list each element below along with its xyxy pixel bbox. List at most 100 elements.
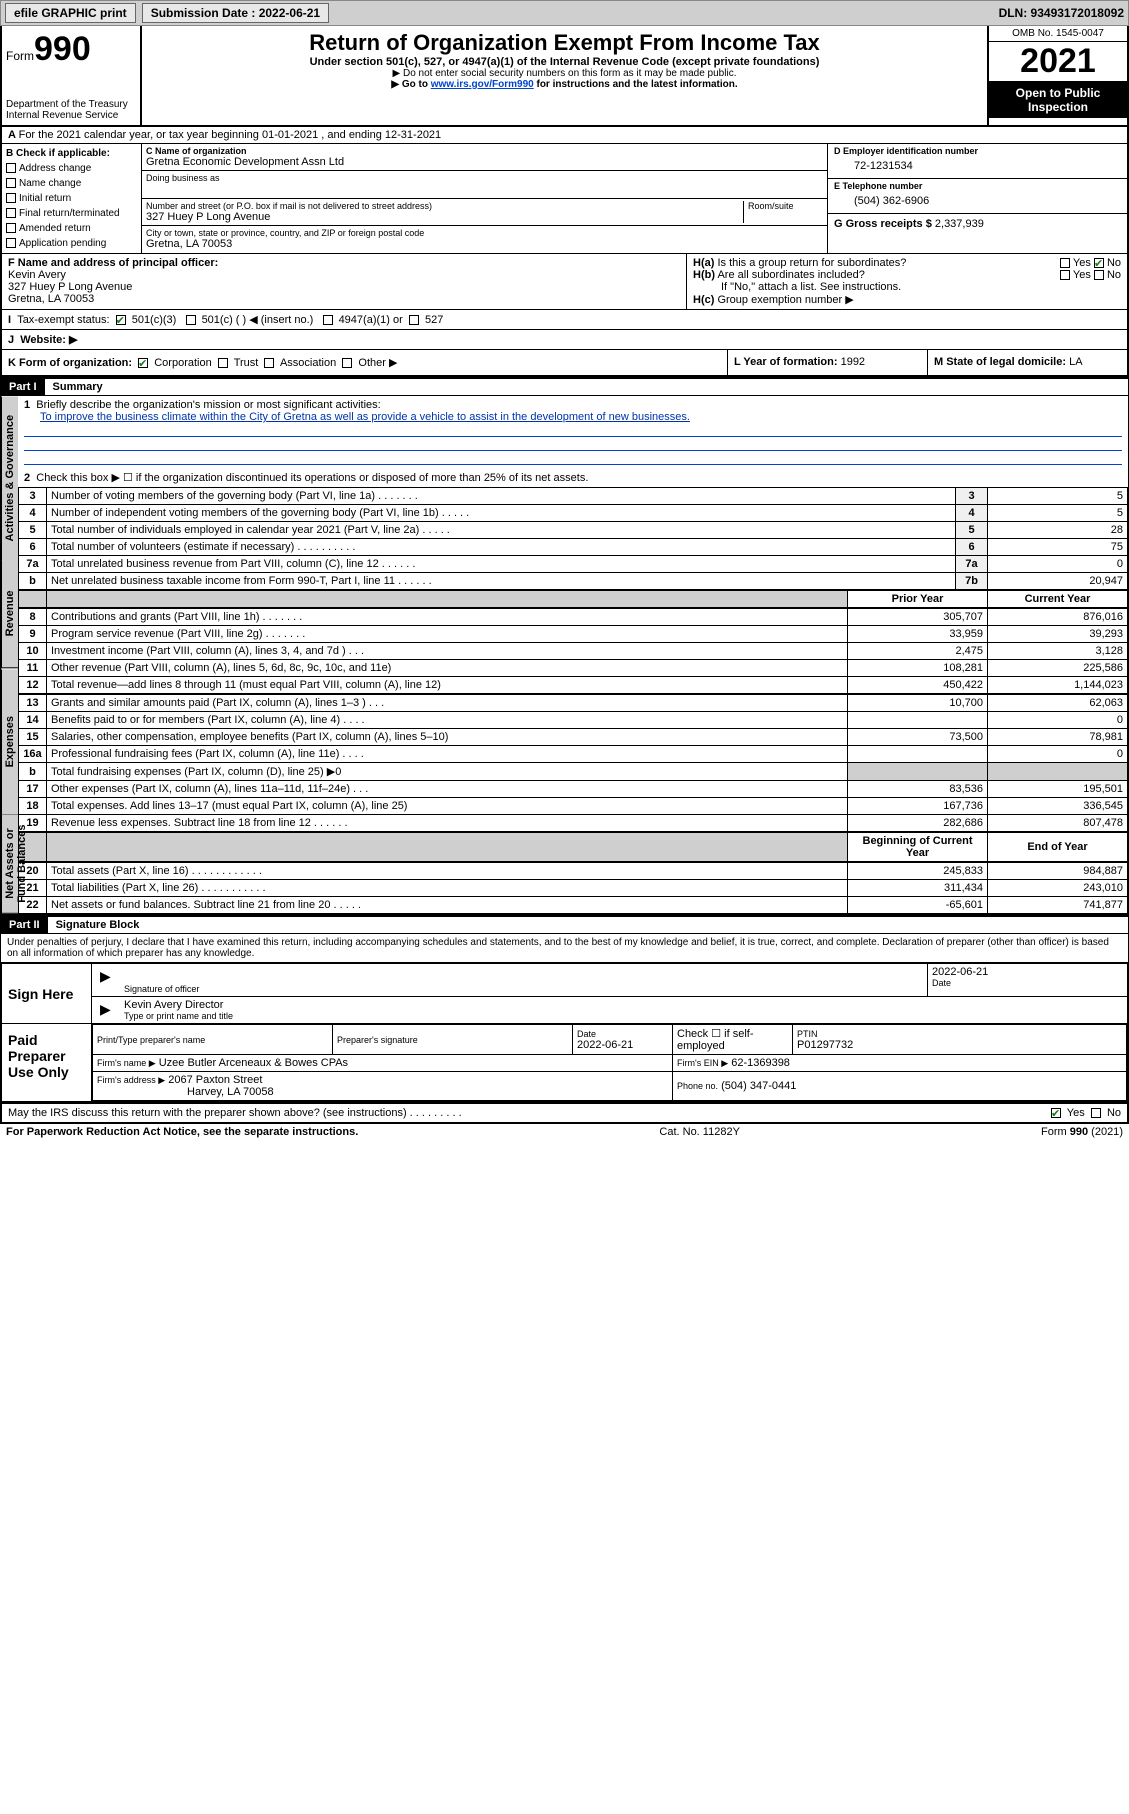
box-b: B Check if applicable: Address change Na… bbox=[2, 144, 142, 253]
trust-checkbox[interactable] bbox=[218, 358, 228, 368]
header-left: Form990 Department of the Treasury Inter… bbox=[2, 26, 142, 125]
self-employed-check: Check ☐ if self-employed bbox=[673, 1025, 793, 1055]
addr-change-checkbox[interactable] bbox=[6, 163, 16, 173]
entity-block: B Check if applicable: Address change Na… bbox=[0, 144, 1129, 254]
box-j: J Website: ▶ bbox=[2, 330, 1127, 349]
gross-receipts-value: 2,337,939 bbox=[935, 218, 984, 230]
room-suite-label: Room/suite bbox=[743, 201, 823, 223]
name-change-checkbox[interactable] bbox=[6, 178, 16, 188]
line1-label: Briefly describe the organization's miss… bbox=[36, 399, 380, 411]
ha-yes-checkbox[interactable] bbox=[1060, 258, 1070, 268]
netassets-label: Net Assets or Fund Balances bbox=[1, 815, 18, 914]
form990-link[interactable]: www.irs.gov/Form990 bbox=[431, 79, 534, 90]
assoc-label: Association bbox=[280, 357, 336, 369]
table-row: 18Total expenses. Add lines 13–17 (must … bbox=[19, 798, 1128, 815]
501c3-checkbox[interactable] bbox=[116, 315, 126, 325]
firm-phone-label: Phone no. bbox=[677, 1081, 718, 1091]
hb-label: Are all subordinates included? bbox=[717, 269, 864, 281]
assoc-checkbox[interactable] bbox=[264, 358, 274, 368]
line-2: 2 Check this box ▶ ☐ if the organization… bbox=[18, 468, 1128, 487]
discuss-yes-label: Yes bbox=[1067, 1107, 1085, 1119]
discuss-yes-checkbox[interactable] bbox=[1051, 1108, 1061, 1118]
box-b-label: B Check if applicable: bbox=[6, 146, 137, 161]
officer-group-block: F Name and address of principal officer:… bbox=[0, 254, 1129, 310]
officer-name: Kevin Avery bbox=[8, 269, 66, 281]
period-line: A For the 2021 calendar year, or tax yea… bbox=[0, 127, 1129, 144]
inspection-badge: Open to Public Inspection bbox=[989, 82, 1127, 118]
name-change-label: Name change bbox=[19, 178, 81, 189]
form-prefix: Form bbox=[6, 49, 34, 63]
discuss-label: May the IRS discuss this return with the… bbox=[8, 1107, 1051, 1119]
hb-yes-label: Yes bbox=[1073, 269, 1091, 281]
sign-here-label: Sign Here bbox=[2, 964, 92, 1023]
sig-date-value: 2022-06-21 bbox=[932, 966, 1123, 978]
line2-text: Check this box ▶ ☐ if the organization d… bbox=[36, 472, 588, 484]
ha-no-checkbox[interactable] bbox=[1094, 258, 1104, 268]
final-return-label: Final return/terminated bbox=[19, 208, 120, 219]
firm-ein-value: 62-1369398 bbox=[731, 1057, 790, 1069]
na-hdr-shade2 bbox=[47, 833, 848, 862]
current-year-header: Current Year bbox=[988, 591, 1128, 608]
preparer-table: Print/Type preparer's name Preparer's si… bbox=[92, 1024, 1127, 1101]
box-c: C Name of organization Gretna Economic D… bbox=[142, 144, 827, 253]
table-row: bTotal fundraising expenses (Part IX, co… bbox=[19, 763, 1128, 781]
note2-post: for instructions and the latest informat… bbox=[534, 79, 738, 90]
corp-checkbox[interactable] bbox=[138, 358, 148, 368]
box-k: K Form of organization: Corporation Trus… bbox=[2, 350, 727, 375]
initial-return-checkbox[interactable] bbox=[6, 193, 16, 203]
corp-label: Corporation bbox=[154, 357, 211, 369]
dba-label: Doing business as bbox=[146, 173, 823, 183]
box-l: L Year of formation: 1992 bbox=[727, 350, 927, 375]
discuss-no-checkbox[interactable] bbox=[1091, 1108, 1101, 1118]
tax-status-label: Tax-exempt status: bbox=[17, 314, 109, 326]
expenses-label: Expenses bbox=[1, 669, 18, 815]
irs-label: Internal Revenue Service bbox=[6, 110, 136, 121]
header-right: OMB No. 1545-0047 2021 Open to Public In… bbox=[987, 26, 1127, 125]
hb-yes-checkbox[interactable] bbox=[1060, 270, 1070, 280]
final-return-checkbox[interactable] bbox=[6, 208, 16, 218]
part1-body: Activities & Governance Revenue Expenses… bbox=[0, 396, 1129, 915]
eoy-header: End of Year bbox=[988, 833, 1128, 862]
firm-addr-label: Firm's address ▶ bbox=[97, 1075, 165, 1085]
year-formation-label: L Year of formation: bbox=[734, 356, 838, 368]
table-row: 9Program service revenue (Part VIII, lin… bbox=[19, 626, 1128, 643]
app-pending-checkbox[interactable] bbox=[6, 238, 16, 248]
line1-mission-text: To improve the business climate within t… bbox=[24, 411, 1122, 423]
4947-checkbox[interactable] bbox=[323, 315, 333, 325]
amended-return-checkbox[interactable] bbox=[6, 223, 16, 233]
ptin-label: PTIN bbox=[797, 1029, 1122, 1039]
note2-pre: ▶ Go to bbox=[391, 79, 430, 90]
initial-return-label: Initial return bbox=[19, 193, 71, 204]
ptin-value: P01297732 bbox=[797, 1039, 1122, 1051]
527-checkbox[interactable] bbox=[409, 315, 419, 325]
name-arrow-icon: ▶ bbox=[96, 997, 116, 1023]
dept-label: Department of the Treasury bbox=[6, 99, 136, 110]
street-value: 327 Huey P Long Avenue bbox=[146, 211, 743, 223]
part1-badge: Part I bbox=[1, 379, 45, 395]
efile-print-button[interactable]: efile GRAPHIC print bbox=[5, 3, 136, 23]
hb-no-checkbox[interactable] bbox=[1094, 270, 1104, 280]
box-f-label: F Name and address of principal officer: bbox=[8, 257, 218, 269]
submission-date-badge: Submission Date : 2022-06-21 bbox=[142, 3, 329, 23]
ha-yes-label: Yes bbox=[1073, 257, 1091, 269]
other-checkbox[interactable] bbox=[342, 358, 352, 368]
table-row: 17Other expenses (Part IX, column (A), l… bbox=[19, 781, 1128, 798]
sig-date-label: Date bbox=[932, 978, 1123, 988]
street-label: Number and street (or P.O. box if mail i… bbox=[146, 201, 743, 211]
hb-no-label: No bbox=[1107, 269, 1121, 281]
form-note-2: ▶ Go to www.irs.gov/Form990 for instruct… bbox=[150, 79, 979, 90]
501c-checkbox[interactable] bbox=[186, 315, 196, 325]
form-title: Return of Organization Exempt From Incom… bbox=[150, 30, 979, 56]
revenue-label: Revenue bbox=[1, 560, 18, 668]
prep-name-label: Print/Type preparer's name bbox=[97, 1035, 328, 1045]
dln-label: DLN: 93493172018092 bbox=[999, 6, 1124, 20]
phone-value: (504) 362-6906 bbox=[834, 191, 1121, 211]
firm-phone-value: (504) 347-0441 bbox=[721, 1080, 796, 1092]
period-text: For the 2021 calendar year, or tax year … bbox=[19, 129, 442, 141]
part2-title: Signature Block bbox=[48, 919, 140, 931]
hb-ifno: If "No," attach a list. See instructions… bbox=[693, 281, 1121, 293]
table-row: 10Investment income (Part VIII, column (… bbox=[19, 643, 1128, 660]
org-name-label: C Name of organization bbox=[146, 146, 823, 156]
ein-label: D Employer identification number bbox=[834, 146, 1121, 156]
4947-label: 4947(a)(1) or bbox=[339, 314, 403, 326]
